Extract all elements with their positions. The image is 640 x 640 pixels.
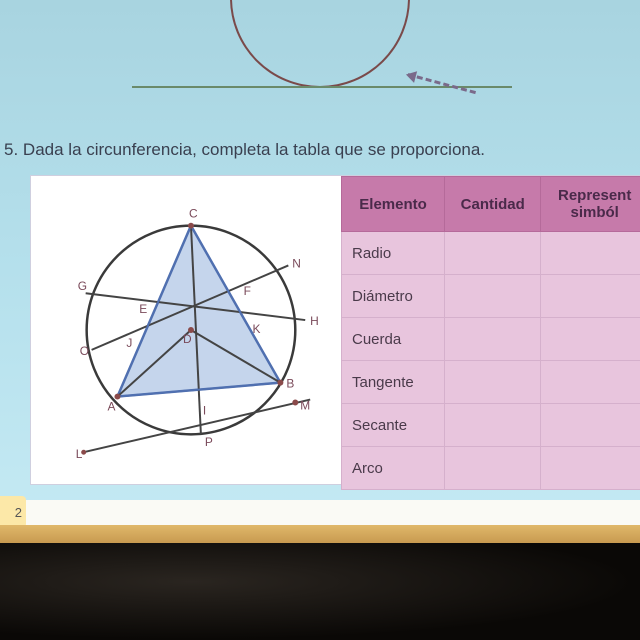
col-cantidad: Cantidad — [445, 177, 541, 232]
row-label: Arco — [342, 447, 445, 490]
page-number-tab: 2 — [0, 496, 26, 528]
col-represent: Representsimból — [541, 177, 640, 232]
cell-empty[interactable] — [541, 318, 640, 361]
svg-text:B: B — [286, 377, 294, 391]
svg-text:I: I — [203, 403, 206, 417]
cell-empty[interactable] — [445, 232, 541, 275]
row-label: Radio — [342, 232, 445, 275]
cell-empty[interactable] — [445, 318, 541, 361]
col-elemento: Elemento — [342, 177, 445, 232]
cell-empty[interactable] — [541, 232, 640, 275]
table-row: Cuerda — [342, 318, 640, 361]
circle-diagram: C N G E F D J K H O I A B M P L — [31, 176, 341, 484]
svg-text:F: F — [244, 284, 251, 298]
svg-text:P: P — [205, 435, 213, 449]
table-row: Diámetro — [342, 275, 640, 318]
svg-text:L: L — [76, 447, 83, 461]
table-row: Secante — [342, 404, 640, 447]
top-figure-area — [0, 0, 640, 130]
svg-text:M: M — [300, 398, 310, 412]
cell-empty[interactable] — [445, 447, 541, 490]
book-edge — [0, 525, 640, 543]
cell-empty[interactable] — [445, 404, 541, 447]
svg-text:H: H — [310, 314, 319, 328]
svg-text:A: A — [108, 399, 116, 413]
page-edge-white — [0, 500, 640, 528]
cell-empty[interactable] — [541, 404, 640, 447]
row-label: Secante — [342, 404, 445, 447]
cell-empty[interactable] — [541, 275, 640, 318]
cell-empty[interactable] — [541, 447, 640, 490]
row-label: Tangente — [342, 361, 445, 404]
svg-text:G: G — [78, 279, 87, 293]
table-row: Tangente — [342, 361, 640, 404]
svg-text:E: E — [139, 302, 147, 316]
cell-empty[interactable] — [445, 361, 541, 404]
page-background: 5. Dada la circunferencia, completa la t… — [0, 0, 640, 540]
table-row: Radio — [342, 232, 640, 275]
elements-table: Elemento Cantidad Representsimból Radio … — [341, 176, 640, 490]
cell-empty[interactable] — [541, 361, 640, 404]
table-header-row: Elemento Cantidad Representsimból — [342, 177, 640, 232]
row-label: Cuerda — [342, 318, 445, 361]
question-body: Dada la circunferencia, completa la tabl… — [23, 140, 485, 159]
table-row: Arco — [342, 447, 640, 490]
work-area: C N G E F D J K H O I A B M P L — [30, 175, 640, 485]
diagram-svg: C N G E F D J K H O I A B M P L — [31, 176, 341, 484]
svg-text:N: N — [292, 256, 301, 270]
question-prefix: 5. — [4, 140, 18, 159]
question-text: 5. Dada la circunferencia, completa la t… — [0, 140, 620, 160]
svg-text:K: K — [253, 322, 261, 336]
top-circle — [230, 0, 410, 88]
svg-text:J: J — [126, 336, 132, 350]
svg-text:C: C — [189, 207, 198, 221]
cell-empty[interactable] — [445, 275, 541, 318]
svg-text:O: O — [80, 344, 89, 358]
desk-background — [0, 543, 640, 640]
top-arrow — [408, 73, 476, 94]
line-lm — [84, 400, 311, 453]
row-label: Diámetro — [342, 275, 445, 318]
svg-text:D: D — [183, 332, 192, 346]
